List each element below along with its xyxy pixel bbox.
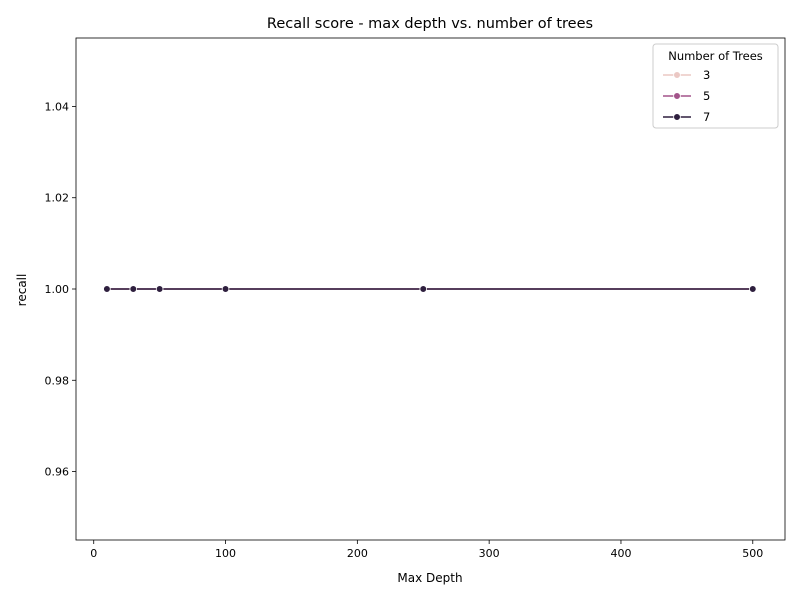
y-tick-label: 1.04 <box>45 100 70 113</box>
legend-item-3: 3 <box>663 68 710 82</box>
x-tick-label: 0 <box>90 547 97 560</box>
x-axis-label: Max Depth <box>397 571 462 585</box>
y-tick-label: 1.00 <box>45 283 70 296</box>
legend: Number of Trees 3 5 7 <box>652 43 779 129</box>
y-tick-label: 1.02 <box>45 192 70 205</box>
data-point <box>221 285 230 293</box>
chart-title: Recall score - max depth vs. number of t… <box>267 16 593 32</box>
data-point <box>155 285 164 293</box>
data-point <box>129 285 138 293</box>
legend-item-7: 7 <box>663 110 710 124</box>
y-axis: 0.96 0.98 1.00 1.02 1.04 <box>45 100 76 479</box>
legend-label: 7 <box>703 110 710 124</box>
legend-title: Number of Trees <box>668 49 763 63</box>
x-tick-label: 300 <box>479 547 500 560</box>
legend-label: 5 <box>703 89 710 103</box>
legend-marker <box>673 71 681 79</box>
data-point <box>748 285 757 293</box>
y-axis-label: recall <box>15 274 29 307</box>
legend-marker <box>673 92 681 100</box>
legend-box <box>652 43 779 129</box>
y-tick-label: 0.96 <box>45 466 70 479</box>
data-point <box>103 285 111 293</box>
legend-marker <box>673 113 681 121</box>
x-tick-label: 500 <box>742 547 763 560</box>
legend-label: 3 <box>703 68 710 82</box>
legend-item-5: 5 <box>663 89 710 103</box>
x-tick-label: 400 <box>610 547 631 560</box>
data-point <box>419 285 428 293</box>
x-tick-label: 200 <box>347 547 368 560</box>
plot-area <box>75 37 786 541</box>
x-tick-label: 100 <box>215 547 236 560</box>
x-axis: 0 100 200 300 400 500 <box>90 540 763 560</box>
y-tick-label: 0.98 <box>45 374 70 387</box>
series-7 <box>103 285 757 293</box>
